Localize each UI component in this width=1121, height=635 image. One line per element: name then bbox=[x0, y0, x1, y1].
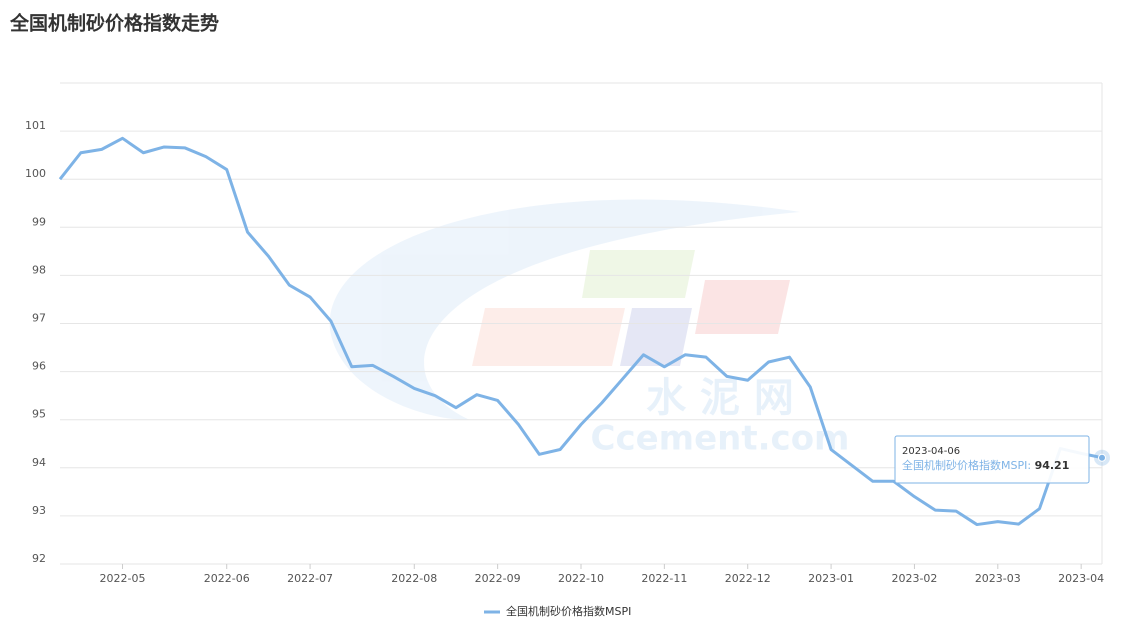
x-tick-label: 2023-01 bbox=[808, 572, 854, 585]
y-tick-label: 92 bbox=[32, 552, 46, 565]
tooltip-part: : bbox=[1027, 459, 1034, 472]
y-tick-label: 94 bbox=[32, 456, 46, 469]
y-tick-label: 99 bbox=[32, 215, 46, 228]
x-tick-label: 2023-02 bbox=[891, 572, 937, 585]
x-tick-label: 2023-03 bbox=[975, 572, 1021, 585]
x-tick-label: 2022-05 bbox=[100, 572, 146, 585]
x-tick-label: 2022-12 bbox=[725, 572, 771, 585]
x-tick-label: 2023-04 bbox=[1058, 572, 1104, 585]
y-tick-label: 101 bbox=[25, 119, 46, 132]
data-line bbox=[58, 136, 1103, 527]
tooltip-box bbox=[894, 435, 1090, 484]
watermark bbox=[329, 199, 800, 420]
x-tick-label: 2022-07 bbox=[287, 572, 333, 585]
watermark-text: Ccement.com bbox=[591, 419, 850, 459]
watermark-text: 水 泥 网 bbox=[646, 375, 794, 421]
x-tick-label: 2022-06 bbox=[204, 572, 250, 585]
y-tick-label: 100 bbox=[25, 167, 46, 180]
tooltip-part: 全国机制砂价格指数MSPI bbox=[902, 458, 1027, 472]
data-point bbox=[1098, 453, 1106, 462]
tooltip-value: 全国机制砂价格指数MSPI: 94.21 bbox=[902, 458, 1069, 472]
legend-label: 全国机制砂价格指数MSPI bbox=[506, 604, 631, 618]
y-tick-label: 97 bbox=[32, 312, 46, 325]
chart-title: 全国机制砂价格指数走势 bbox=[9, 12, 219, 35]
y-tick-label: 95 bbox=[32, 408, 46, 421]
y-tick-label: 96 bbox=[32, 360, 46, 373]
y-tick-label: 93 bbox=[32, 504, 46, 517]
x-tick-label: 2022-10 bbox=[558, 572, 604, 585]
x-tick-label: 2022-11 bbox=[641, 572, 687, 585]
x-tick-label: 2022-09 bbox=[475, 572, 521, 585]
tooltip-date: 2023-04-06 bbox=[902, 446, 960, 457]
x-tick-label: 2022-08 bbox=[391, 572, 437, 585]
tooltip-part: 94.21 bbox=[1035, 459, 1070, 472]
y-tick-label: 98 bbox=[32, 263, 46, 276]
